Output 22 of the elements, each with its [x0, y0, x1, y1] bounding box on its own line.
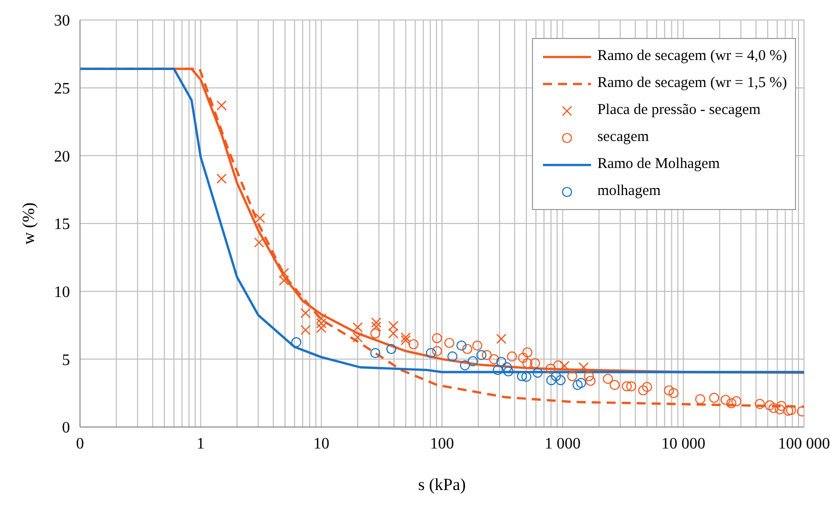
legend-label: secagem — [597, 129, 649, 146]
y-tick-label: 0 — [62, 420, 70, 437]
y-tick-label: 15 — [54, 216, 70, 234]
x-tick-label: 100 — [430, 435, 454, 452]
x-tick-label: 1 000 — [544, 435, 581, 452]
x-tick-label: 100 000 — [778, 435, 830, 452]
x-tick-label: 10 — [313, 435, 330, 452]
legend-label: Ramo de Molhagem — [597, 156, 720, 173]
y-axis-title: w (%) — [19, 202, 38, 245]
legend-label: Placa de pressão - secagem — [597, 102, 761, 119]
legend-label: Ramo de secagem (wr = 1,5 %) — [597, 75, 787, 92]
y-tick-label: 5 — [62, 352, 70, 369]
y-tick-label: 20 — [54, 148, 70, 166]
x-tick-label: 0 — [76, 435, 84, 452]
y-tick-label: 25 — [54, 80, 70, 98]
legend-label: molhagem — [597, 183, 661, 200]
x-tick-label: 10 000 — [661, 435, 706, 452]
x-tick-label: 1 — [196, 435, 205, 452]
y-tick-label: 10 — [54, 284, 70, 302]
x-axis-title: s (kPa) — [418, 475, 466, 494]
y-tick-label: 30 — [54, 12, 70, 30]
legend-label: Ramo de secagem (wr = 4,0 %) — [597, 48, 787, 65]
